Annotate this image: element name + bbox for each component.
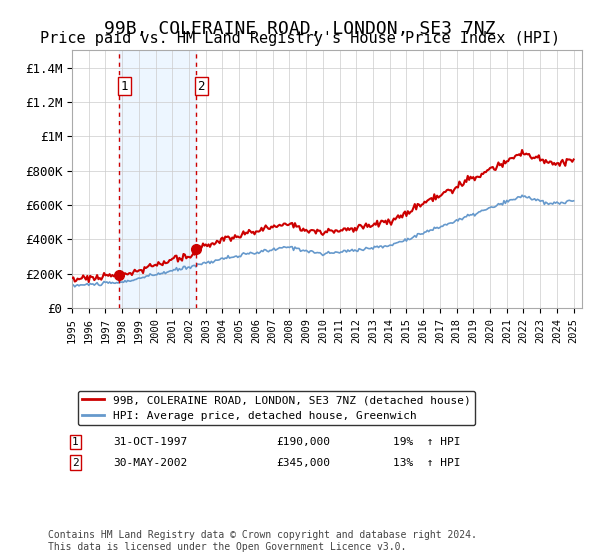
Legend: 99B, COLERAINE ROAD, LONDON, SE3 7NZ (detached house), HPI: Average price, detac: 99B, COLERAINE ROAD, LONDON, SE3 7NZ (de… [77,391,475,425]
Text: 30-MAY-2002: 30-MAY-2002 [113,458,187,468]
Text: £345,000: £345,000 [276,458,330,468]
Text: 1: 1 [72,437,79,447]
Text: 99B, COLERAINE ROAD, LONDON, SE3 7NZ: 99B, COLERAINE ROAD, LONDON, SE3 7NZ [104,20,496,38]
Text: 2: 2 [72,458,79,468]
Text: Contains HM Land Registry data © Crown copyright and database right 2024.
This d: Contains HM Land Registry data © Crown c… [48,530,477,552]
Text: 19%  ↑ HPI: 19% ↑ HPI [394,437,461,447]
Text: 2: 2 [197,80,205,93]
Text: 31-OCT-1997: 31-OCT-1997 [113,437,187,447]
Text: £190,000: £190,000 [276,437,330,447]
Bar [119,50,196,308]
Text: 13%  ↑ HPI: 13% ↑ HPI [394,458,461,468]
Text: 1: 1 [121,80,128,93]
Text: Price paid vs. HM Land Registry's House Price Index (HPI): Price paid vs. HM Land Registry's House … [40,31,560,46]
